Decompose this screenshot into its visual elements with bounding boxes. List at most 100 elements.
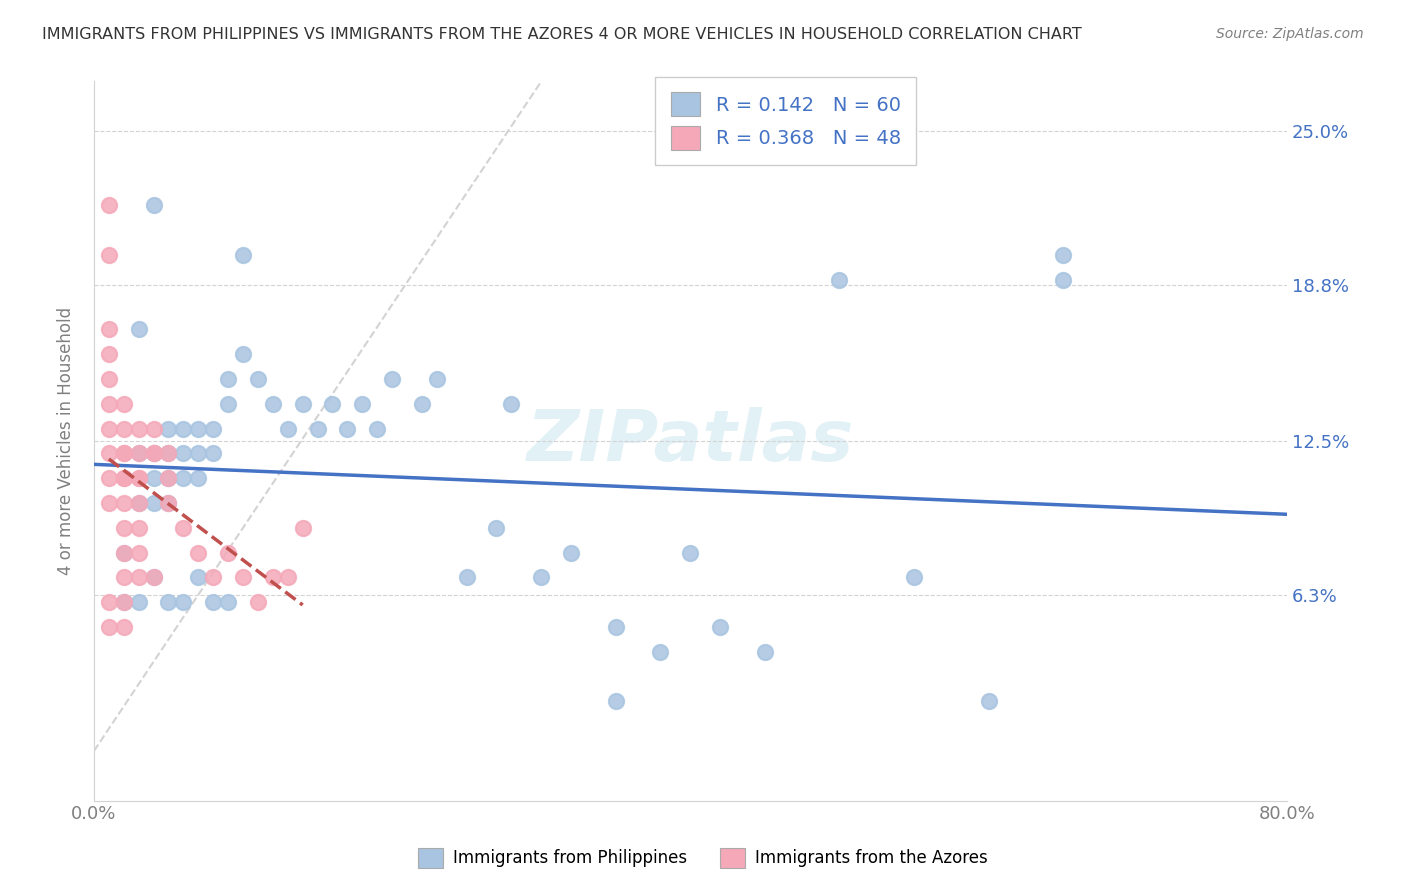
Point (128, 546, 150, 560)
Point (246, 595, 269, 609)
Point (202, 422, 225, 436)
Point (157, 471, 180, 485)
Point (277, 570, 299, 584)
Point (977, 694, 1000, 708)
Point (754, 645, 776, 659)
Point (291, 397, 314, 411)
Legend: R = 0.142   N = 60, R = 0.368   N = 48: R = 0.142 N = 60, R = 0.368 N = 48 (655, 77, 917, 165)
Point (112, 446, 135, 460)
Text: ZIPatlas: ZIPatlas (527, 407, 853, 475)
Point (172, 595, 194, 609)
Point (262, 570, 284, 584)
Point (128, 471, 150, 485)
Point (112, 595, 135, 609)
Point (142, 570, 165, 584)
Point (202, 595, 225, 609)
Point (157, 496, 180, 510)
Point (172, 446, 194, 460)
Point (97, 397, 120, 411)
Point (97, 347, 120, 361)
Point (187, 546, 209, 560)
Point (142, 422, 165, 436)
Point (381, 372, 404, 386)
Text: IMMIGRANTS FROM PHILIPPINES VS IMMIGRANTS FROM THE AZORES 4 OR MORE VEHICLES IN : IMMIGRANTS FROM PHILIPPINES VS IMMIGRANT… (42, 27, 1083, 42)
Point (217, 546, 239, 560)
Point (426, 372, 449, 386)
Y-axis label: 4 or more Vehicles in Household: 4 or more Vehicles in Household (58, 307, 75, 575)
Point (1052, 248, 1074, 262)
Point (112, 496, 135, 510)
Point (157, 471, 180, 485)
Point (97, 620, 120, 634)
Point (97, 248, 120, 262)
Point (112, 471, 135, 485)
Point (157, 446, 180, 460)
Point (128, 446, 150, 460)
Point (411, 397, 433, 411)
Point (485, 521, 508, 535)
Point (187, 422, 209, 436)
Point (1052, 273, 1074, 287)
Point (112, 397, 135, 411)
Point (97, 198, 120, 212)
Point (112, 620, 135, 634)
Point (128, 446, 150, 460)
Point (217, 595, 239, 609)
Point (128, 422, 150, 436)
Point (828, 273, 851, 287)
Point (128, 496, 150, 510)
Point (157, 595, 180, 609)
Point (187, 446, 209, 460)
Legend: Immigrants from Philippines, Immigrants from the Azores: Immigrants from Philippines, Immigrants … (411, 841, 995, 875)
Point (501, 397, 523, 411)
Point (352, 397, 374, 411)
Point (128, 570, 150, 584)
Point (232, 347, 254, 361)
Point (112, 446, 135, 460)
Point (232, 248, 254, 262)
Point (172, 521, 194, 535)
Point (142, 446, 165, 460)
Point (97, 496, 120, 510)
Point (187, 570, 209, 584)
Point (530, 570, 553, 584)
Point (97, 372, 120, 386)
Point (97, 446, 120, 460)
Text: Source: ZipAtlas.com: Source: ZipAtlas.com (1216, 27, 1364, 41)
Point (277, 422, 299, 436)
Point (366, 422, 388, 436)
Point (679, 546, 702, 560)
Point (128, 322, 150, 336)
Point (217, 372, 239, 386)
Point (142, 198, 165, 212)
Point (142, 570, 165, 584)
Point (97, 471, 120, 485)
Point (246, 372, 269, 386)
Point (128, 471, 150, 485)
Point (142, 496, 165, 510)
Point (157, 422, 180, 436)
Point (112, 471, 135, 485)
Point (202, 446, 225, 460)
Point (709, 620, 731, 634)
Point (605, 694, 627, 708)
Point (97, 595, 120, 609)
Point (157, 496, 180, 510)
Point (291, 521, 314, 535)
Point (112, 422, 135, 436)
Point (307, 422, 329, 436)
Point (128, 521, 150, 535)
Point (336, 422, 359, 436)
Point (112, 595, 135, 609)
Point (112, 546, 135, 560)
Point (187, 471, 209, 485)
Point (97, 322, 120, 336)
Point (172, 422, 194, 436)
Point (112, 570, 135, 584)
Point (128, 595, 150, 609)
Point (605, 620, 627, 634)
Point (157, 446, 180, 460)
Point (903, 570, 925, 584)
Point (321, 397, 343, 411)
Point (172, 471, 194, 485)
